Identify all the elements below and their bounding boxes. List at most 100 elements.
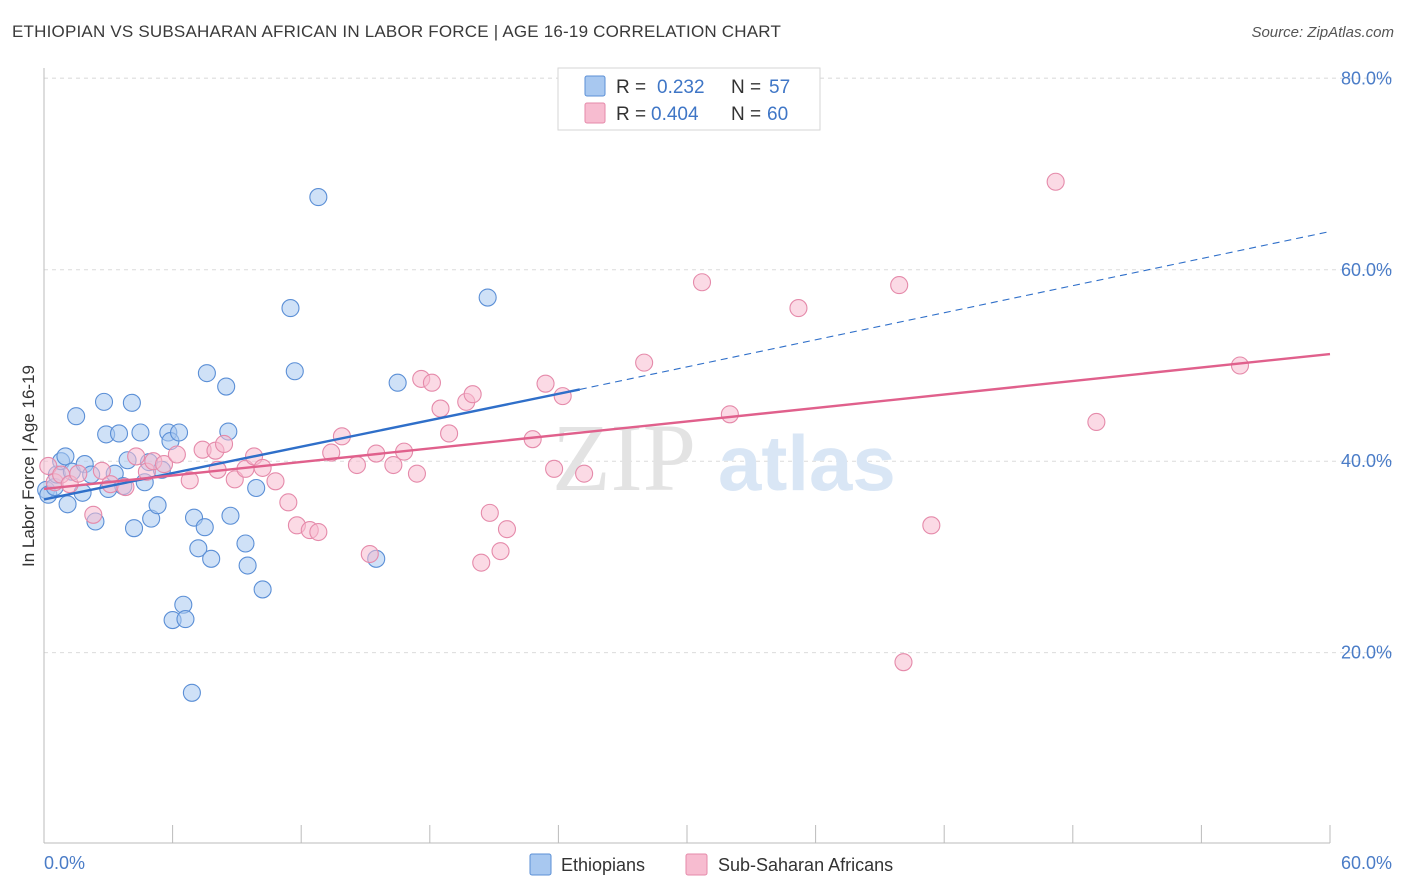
subsaharan-point (154, 455, 174, 474)
legend-r-label-ethiopians: R = (616, 77, 646, 98)
x-tick-label-min: 0.0% (44, 853, 85, 873)
subsaharan-point (890, 276, 909, 295)
series-legend: Ethiopians Sub-Saharan Africans (529, 853, 893, 876)
ethiopian-point (221, 506, 240, 525)
legend-n-value-ethiopians: 57 (769, 77, 790, 98)
legend-swatch-subsaharan (584, 102, 606, 124)
subsaharan-point (39, 456, 58, 476)
subsaharan-point (127, 447, 146, 466)
series-legend-label-subsaharan: Sub-Saharan Africans (718, 855, 893, 875)
watermark-atlas: atlas (718, 419, 896, 507)
legend-r-value-ethiopians: 0.232 (657, 77, 705, 98)
ethiopian-point (56, 447, 75, 466)
axes (43, 68, 1331, 844)
subsaharan-point (92, 461, 111, 480)
y-axis-title: In Labor Force | Age 16-19 (19, 365, 38, 567)
subsaharan-point (1230, 356, 1250, 375)
subsaharan-point (407, 464, 426, 483)
ethiopian-point (281, 299, 300, 318)
subsaharan-point (440, 424, 459, 443)
y-tick-label: 20.0% (1341, 643, 1392, 663)
stats-legend: R = 0.232 N = 57 R = 0.404 N = 60 (557, 67, 821, 131)
subsaharan-point (422, 373, 441, 392)
subsaharan-point (472, 553, 491, 572)
ethiopian-point (176, 610, 195, 629)
ethiopian-point (238, 556, 257, 575)
ethiopian-point (58, 495, 77, 514)
ethiopian-point (94, 392, 114, 411)
ethiopian-point (122, 393, 141, 412)
subsaharan-point (84, 505, 103, 524)
subsaharan-point (720, 405, 739, 424)
subsaharan-point (384, 455, 403, 475)
ethiopian-point (285, 362, 304, 381)
chart-source: Source: ZipAtlas.com (1251, 24, 1394, 41)
ethiopian-point (202, 549, 221, 568)
series-legend-label-ethiopians: Ethiopians (561, 855, 645, 875)
subsaharan-point (463, 385, 482, 404)
x-tick-label-max: 60.0% (1341, 853, 1392, 873)
ethiopian-point (189, 539, 208, 558)
subsaharan-point (214, 434, 234, 454)
subsaharan-point (347, 455, 366, 475)
legend-n-value-subsaharan: 60 (767, 104, 788, 125)
series-legend-swatch-ethiopians (529, 853, 552, 876)
ethiopian-point (309, 188, 328, 207)
y-tick-label: 60.0% (1341, 260, 1392, 280)
subsaharan-point (480, 503, 499, 522)
watermark-zip: ZIP (552, 404, 696, 511)
ethiopian-point (131, 423, 150, 442)
ethiopian-trend-line (43, 388, 581, 501)
subsaharan-point (536, 374, 555, 393)
x-tick-labels: 0.0% 60.0% (44, 853, 1392, 873)
subsaharan-point (309, 522, 328, 542)
legend-n-label-ethiopians: N = (731, 77, 761, 98)
ethiopian-point (195, 518, 214, 537)
chart-title: ETHIOPIAN VS SUBSAHARAN AFRICAN IN LABOR… (12, 22, 782, 41)
watermark: ZIP atlas (552, 404, 896, 511)
ethiopians-points (37, 188, 497, 702)
trend-lines (43, 230, 1331, 501)
subsaharan-point (266, 472, 285, 491)
series-legend-swatch-subsaharan (685, 853, 708, 876)
subsaharan-point (1046, 172, 1065, 191)
ethiopian-point (247, 478, 266, 498)
y-tick-label: 40.0% (1341, 451, 1392, 471)
subsaharan-point (575, 464, 594, 483)
subsaharan-trend-line (43, 352, 1331, 491)
subsaharan-point (894, 653, 913, 672)
subsaharan-point (360, 544, 379, 564)
ethiopian-trend-line-extension (579, 230, 1331, 390)
subsaharan-point (279, 493, 298, 512)
subsaharan-point (253, 458, 272, 477)
ethiopian-point (148, 496, 167, 515)
ethiopian-point (236, 534, 255, 553)
ethiopian-point (217, 377, 236, 396)
ethiopian-point (169, 423, 189, 442)
ethiopian-point (197, 364, 216, 383)
subsaharan-point (553, 387, 572, 406)
subsaharan-point (322, 443, 341, 462)
subsaharan-point (545, 459, 564, 478)
subsaharan-point (635, 353, 654, 372)
y-tick-label: 80.0% (1341, 68, 1392, 88)
ethiopian-point (124, 519, 144, 538)
subsaharan-point (167, 445, 186, 464)
ethiopian-point (253, 580, 272, 599)
subsaharan-point (497, 520, 517, 539)
subsaharan-point (69, 464, 88, 483)
subsaharan-point (1087, 412, 1106, 432)
y-tick-labels: 20.0% 40.0% 60.0% 80.0% (1341, 68, 1392, 662)
legend-n-label-subsaharan: N = (731, 104, 761, 125)
subsaharan-point (431, 399, 450, 418)
subsaharan-point (491, 542, 510, 561)
legend-swatch-ethiopians (584, 75, 606, 97)
legend-r-value-subsaharan: 0.404 (651, 104, 699, 125)
subsaharan-point (922, 516, 941, 535)
ethiopian-point (388, 373, 407, 392)
subsaharan-point (789, 299, 808, 318)
ethiopian-point (478, 288, 497, 307)
ethiopian-point (182, 683, 201, 702)
ethiopian-point (109, 424, 129, 443)
